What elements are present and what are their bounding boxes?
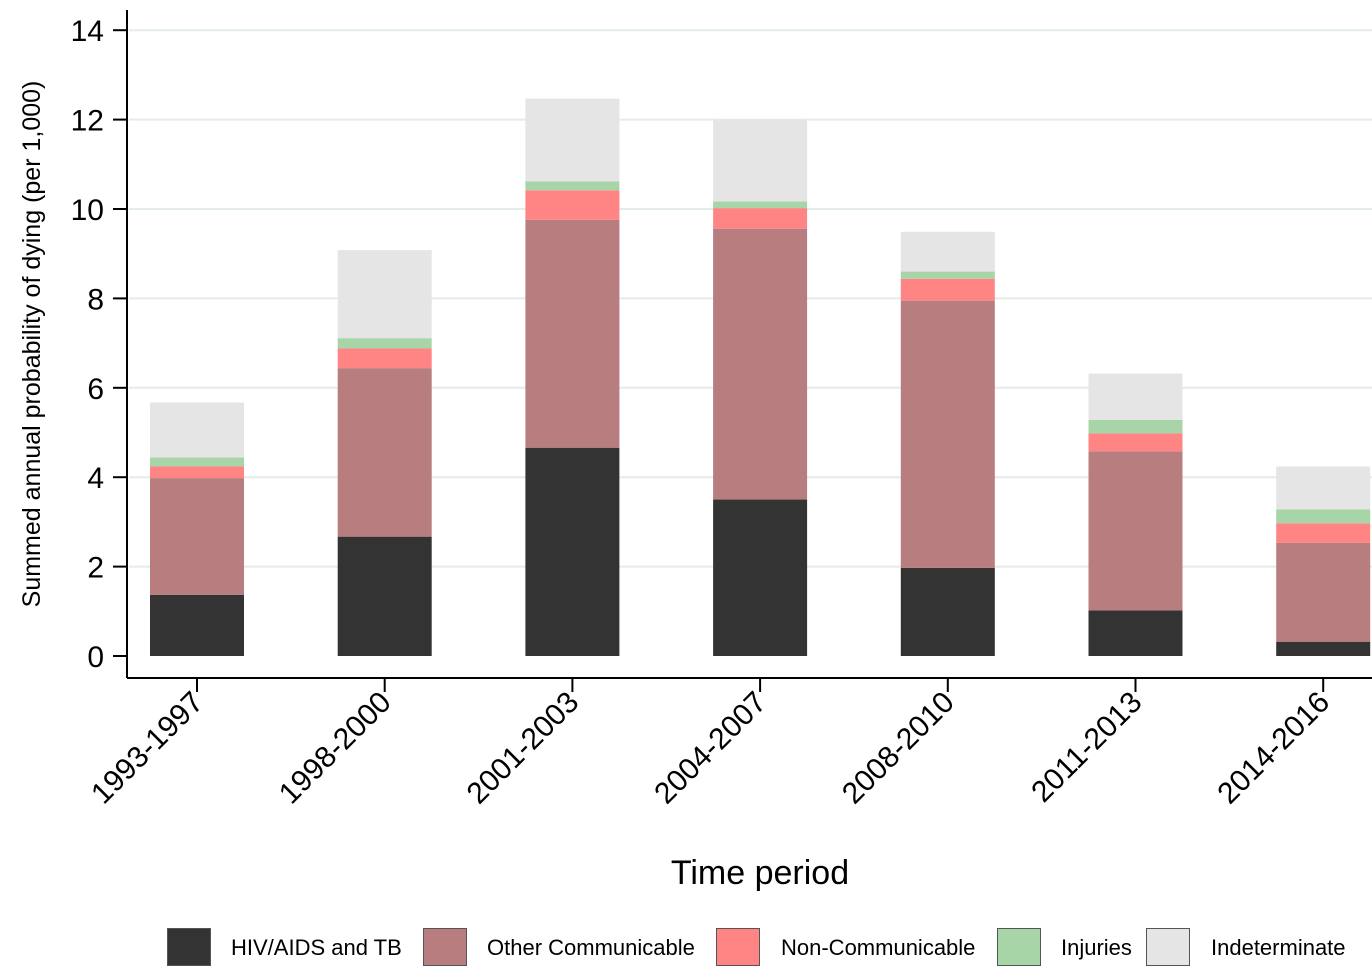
- legend-swatch: [997, 928, 1041, 966]
- bar-segment-non-communicable: [1276, 523, 1371, 543]
- bar-segment-injuries: [1276, 509, 1371, 524]
- bar-segment-other-communicable: [525, 219, 620, 448]
- x-tick-label: 1993-1997: [85, 686, 210, 811]
- y-tick-label: 10: [71, 194, 104, 227]
- legend-swatch: [716, 928, 760, 966]
- bar-segment-indeterminate: [525, 98, 620, 182]
- y-axis-title: Summed annual probability of dying (per …: [18, 81, 46, 608]
- y-tick-label: 2: [87, 552, 104, 585]
- bar-segment-other-communicable: [337, 368, 432, 537]
- bar-segment-injuries: [900, 271, 995, 279]
- legend-item: Other Communicable: [0, 926, 1372, 966]
- legend-item: HIV/AIDS and TB: [0, 926, 1372, 966]
- bar-segment-hiv-aids-and-tb: [525, 447, 620, 656]
- bar-segment-other-communicable: [150, 478, 244, 595]
- y-tick-label: 12: [71, 105, 104, 138]
- bar-segment-indeterminate: [713, 119, 808, 202]
- legend-item: Injuries: [0, 926, 1372, 966]
- legend-label: Other Communicable: [487, 935, 695, 960]
- legend-label: HIV/AIDS and TB: [231, 935, 402, 960]
- stacked-bar-chart: 0 2 4 6 8 10 12 14 1993-1997 1998-2000 2001-2003 2…: [18, 10, 1372, 892]
- bars: [150, 98, 1371, 656]
- legend-swatch: [167, 928, 211, 966]
- x-tick-label: 2008-2010: [836, 686, 961, 811]
- bar-segment-injuries: [1088, 419, 1183, 434]
- legend-item: Indeterminate: [0, 926, 1372, 966]
- legend-swatch: [423, 928, 467, 966]
- bar-segment-other-communicable: [1276, 542, 1371, 642]
- legend: HIV/AIDS and TB Other Communicable Non-Com…: [0, 926, 1372, 968]
- bar-segment-non-communicable: [150, 466, 244, 479]
- x-tick-label: 2004-2007: [648, 686, 773, 811]
- bar-segment-hiv-aids-and-tb: [337, 536, 432, 656]
- x-tick-label: 1998-2000: [273, 686, 398, 811]
- x-axis-title: Time period: [671, 854, 849, 892]
- y-tick-label: 8: [87, 283, 104, 316]
- bar-segment-injuries: [713, 201, 808, 209]
- bar-segment-hiv-aids-and-tb: [150, 594, 244, 656]
- bar-segment-indeterminate: [337, 250, 432, 339]
- bar-segment-hiv-aids-and-tb: [1276, 641, 1371, 656]
- bar-segment-other-communicable: [900, 300, 995, 568]
- x-tick-label: 2011-2013: [1025, 686, 1148, 809]
- bar-segment-indeterminate: [1276, 466, 1371, 510]
- x-tick-label: 2014-2016: [1211, 686, 1336, 811]
- y-tick-label: 14: [71, 15, 104, 48]
- y-axis-ticks: 0 2 4 6 8 10 12 14: [71, 15, 127, 674]
- legend-label: Indeterminate: [1211, 935, 1346, 960]
- bar-segment-injuries: [150, 457, 244, 467]
- bar-segment-injuries: [525, 181, 620, 191]
- x-tick-label: 2001-2003: [461, 686, 586, 811]
- legend-swatch: [1146, 928, 1190, 966]
- bar-segment-indeterminate: [900, 231, 995, 272]
- y-tick-label: 4: [87, 462, 104, 495]
- bar-segment-non-communicable: [713, 208, 808, 229]
- bar-segment-non-communicable: [337, 348, 432, 369]
- bar-segment-indeterminate: [1088, 373, 1183, 420]
- bar-segment-indeterminate: [150, 402, 244, 458]
- bar-segment-non-communicable: [525, 190, 620, 220]
- bar-segment-hiv-aids-and-tb: [900, 567, 995, 656]
- bar-segment-non-communicable: [900, 278, 995, 301]
- x-axis-ticks: 1993-1997 1998-2000 2001-2003 2004-2007 2008…: [85, 678, 1336, 810]
- y-tick-label: 6: [87, 373, 104, 406]
- legend-label: Non-Communicable: [781, 935, 976, 960]
- bar-segment-non-communicable: [1088, 433, 1183, 452]
- bar-segment-hiv-aids-and-tb: [1088, 610, 1183, 656]
- bar-segment-other-communicable: [713, 228, 808, 500]
- bar-segment-other-communicable: [1088, 451, 1183, 611]
- bar-segment-hiv-aids-and-tb: [713, 499, 808, 656]
- legend-item: Non-Communicable: [0, 926, 1372, 966]
- bar-segment-injuries: [337, 338, 432, 349]
- legend-label: Injuries: [1061, 935, 1132, 960]
- y-tick-label: 0: [87, 641, 104, 674]
